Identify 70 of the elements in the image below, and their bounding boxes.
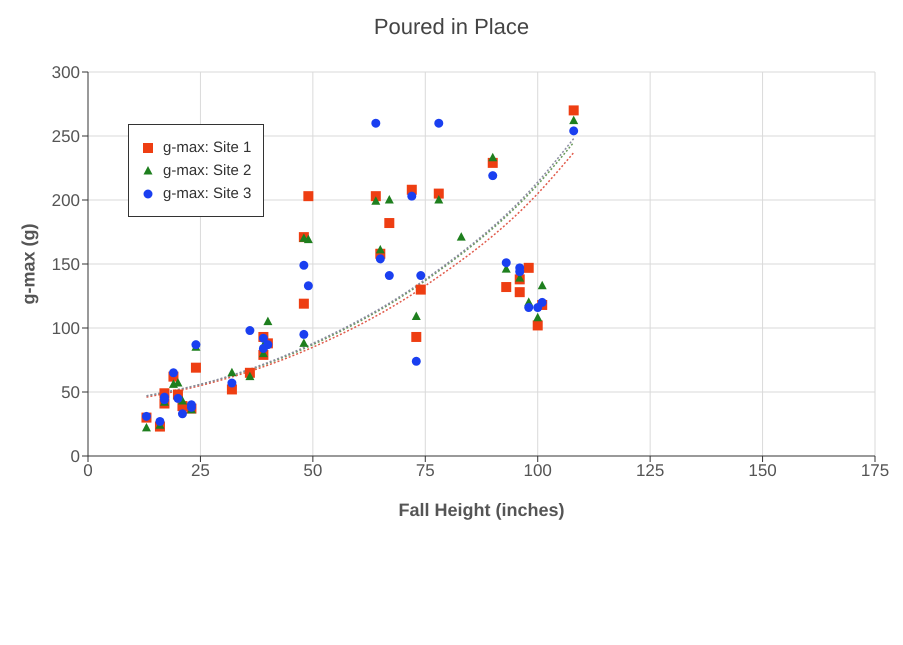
point xyxy=(412,311,421,320)
x-tick-label: 0 xyxy=(83,461,93,480)
point xyxy=(434,188,444,199)
point xyxy=(168,368,178,378)
y-tick-label: 200 xyxy=(52,191,80,210)
point xyxy=(416,284,426,295)
point xyxy=(371,196,380,205)
point xyxy=(376,254,385,264)
x-tick-label: 100 xyxy=(524,461,552,480)
point xyxy=(569,126,578,136)
point xyxy=(142,422,151,432)
point xyxy=(456,232,466,241)
point xyxy=(190,362,201,373)
x-axis-title: Fall Height (inches) xyxy=(398,500,565,520)
y-tick-label: 100 xyxy=(52,319,80,338)
point xyxy=(416,271,426,280)
point xyxy=(384,218,394,228)
point xyxy=(178,409,187,418)
y-tick-label: 150 xyxy=(52,255,80,274)
y-axis-title: g-max (g) xyxy=(18,223,38,304)
point xyxy=(502,258,511,268)
point xyxy=(227,378,236,388)
point xyxy=(524,303,534,312)
point xyxy=(299,260,308,270)
point xyxy=(538,280,547,290)
point xyxy=(384,195,394,204)
point xyxy=(514,287,525,298)
point xyxy=(263,316,272,326)
point xyxy=(524,262,534,273)
point xyxy=(569,116,578,124)
legend-label: g-max: Site 2 xyxy=(163,162,252,179)
y-tick-label: 0 xyxy=(70,447,80,466)
point xyxy=(304,281,313,290)
x-tick-label: 50 xyxy=(303,461,322,480)
point xyxy=(173,394,182,403)
point xyxy=(412,356,421,366)
point xyxy=(568,105,579,116)
point xyxy=(532,320,543,330)
point xyxy=(411,332,422,342)
point xyxy=(304,234,313,244)
x-tick-label: 75 xyxy=(416,461,435,480)
point xyxy=(155,416,164,426)
y-tick-label: 250 xyxy=(52,127,80,146)
x-tick-label: 25 xyxy=(190,461,210,480)
point xyxy=(434,195,444,204)
point xyxy=(245,372,254,380)
point xyxy=(299,330,308,339)
point xyxy=(371,118,380,128)
x-tick-label: 125 xyxy=(636,461,664,480)
legend-label: g-max: Site 3 xyxy=(163,185,252,202)
point xyxy=(303,191,314,202)
chart-title: Poured in Place xyxy=(372,13,530,41)
point xyxy=(434,118,444,128)
point xyxy=(407,192,416,201)
y-tick-label: 300 xyxy=(52,63,80,82)
point xyxy=(533,312,542,322)
x-tick-label: 175 xyxy=(860,461,890,480)
x-tick-label: 150 xyxy=(748,461,777,480)
point xyxy=(488,152,498,162)
point xyxy=(501,282,512,292)
y-tick-label: 50 xyxy=(61,383,80,402)
point xyxy=(298,298,309,309)
point xyxy=(299,338,308,347)
point xyxy=(384,271,394,280)
point xyxy=(488,171,498,180)
point xyxy=(245,326,254,336)
legend-label: g-max: Site 1 xyxy=(163,139,252,156)
point xyxy=(376,244,385,254)
point xyxy=(227,368,236,376)
point xyxy=(538,298,547,307)
